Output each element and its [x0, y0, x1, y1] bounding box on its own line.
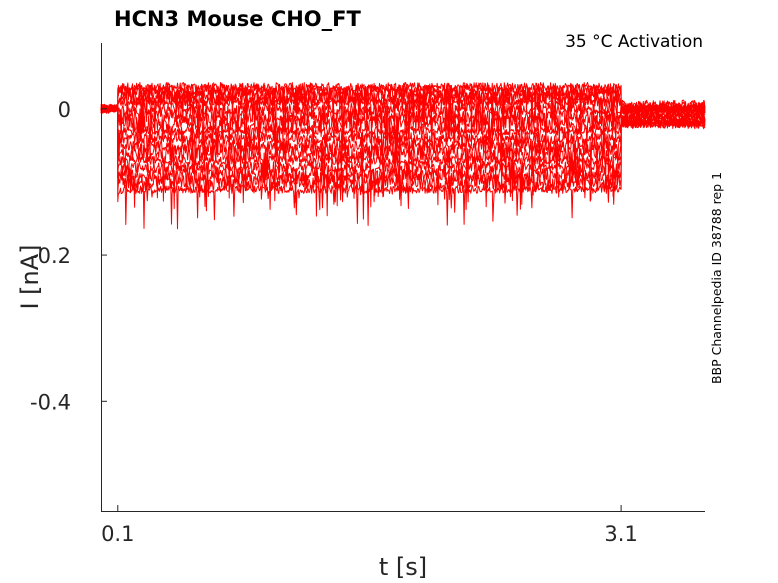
x-axis-label: t [s]	[379, 553, 427, 581]
current-trace	[100, 103, 706, 168]
x-tick-label: 0.1	[101, 522, 134, 546]
y-tick-label: -0.2	[30, 244, 71, 268]
current-trace	[100, 104, 706, 217]
y-tick-label: -0.4	[30, 390, 71, 414]
x-tick-label: 3.1	[604, 522, 637, 546]
temperature-annotation: 35 °C Activation	[565, 32, 703, 52]
traces-layer	[100, 82, 706, 230]
ticks-layer: 0.1 3.1 0 -0.2 -0.4	[30, 98, 638, 546]
current-trace	[100, 106, 706, 172]
current-trace	[100, 105, 706, 200]
channelpedia-id-label: BBP Channelpedia ID 38788 rep 1	[709, 172, 724, 384]
current-trace	[100, 89, 706, 139]
current-trace	[100, 105, 706, 181]
current-trace	[100, 96, 706, 146]
current-trace	[100, 105, 706, 230]
current-trace	[100, 103, 706, 199]
current-trace	[100, 103, 706, 161]
current-trace	[100, 104, 706, 192]
y-tick-label: 0	[58, 98, 71, 122]
y-axis-label: I [nA]	[16, 244, 44, 309]
chart-title: HCN3 Mouse CHO_FT	[114, 7, 361, 31]
